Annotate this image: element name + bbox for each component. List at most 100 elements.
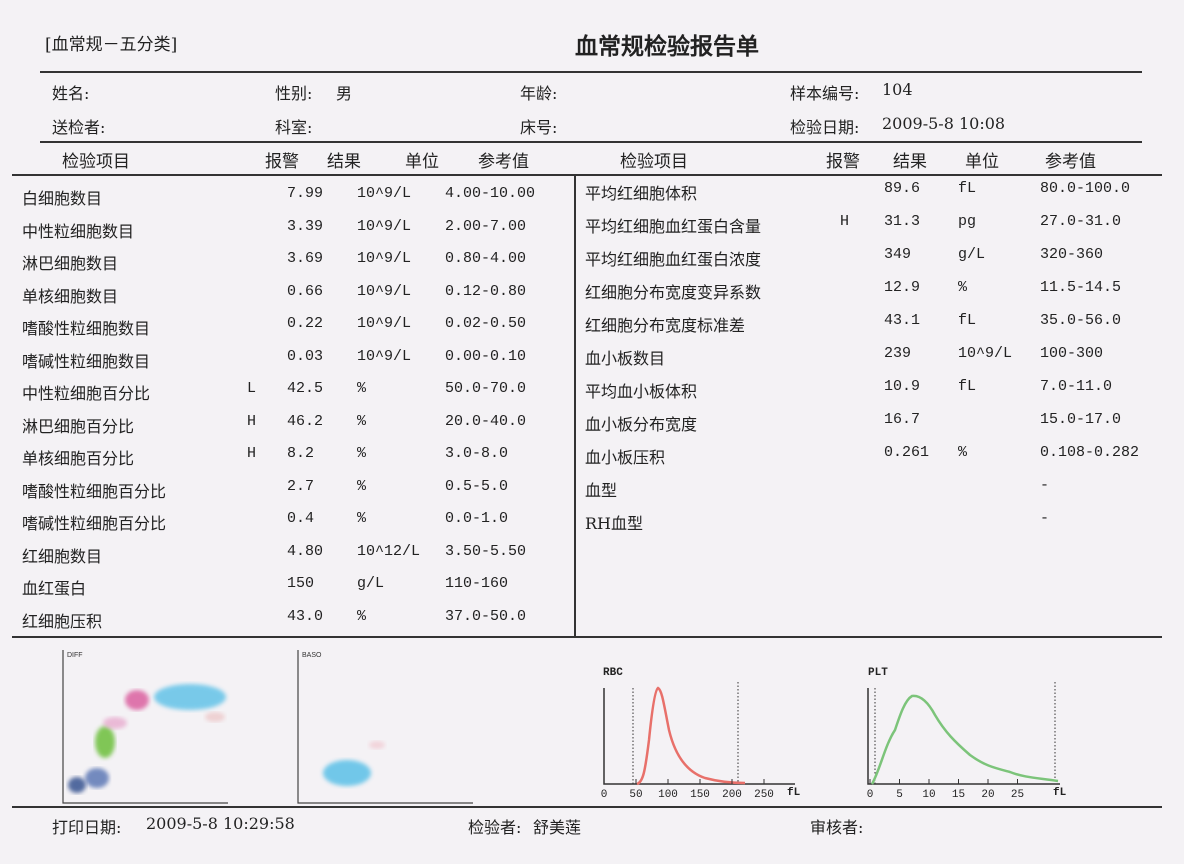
row-result: 349 xyxy=(884,246,912,263)
row-ref: 50.0-70.0 xyxy=(445,380,527,397)
row-result: 46.2 xyxy=(287,412,324,430)
row-item: 红细胞分布宽度变异系数 xyxy=(585,283,762,302)
row-result: 42.5 xyxy=(287,380,324,397)
report-title: 血常规检验报告单 xyxy=(575,33,759,60)
tick-label: 200 xyxy=(722,789,742,800)
plt-title: PLT xyxy=(868,667,888,679)
row-unit: 10^9/L xyxy=(357,315,412,332)
row-unit: g/L xyxy=(357,575,385,592)
unit-label: fL xyxy=(1053,787,1067,799)
row-item: 嗜碱性粒细胞数目 xyxy=(22,351,151,371)
row-item: 平均红细胞体积 xyxy=(585,184,698,203)
row-result: 0.4 xyxy=(287,510,315,527)
row-result: 2.7 xyxy=(287,477,315,495)
row-result: 150 xyxy=(287,575,315,592)
row-result: 31.3 xyxy=(884,213,921,230)
col-alarm-right: 报警 xyxy=(826,152,860,172)
row-unit: 10^12/L xyxy=(357,542,421,560)
row-unit: % xyxy=(357,510,367,527)
row-item: 红细胞压积 xyxy=(22,611,103,631)
row-ref: 2.00-7.00 xyxy=(445,217,527,235)
row-item: 单核细胞百分比 xyxy=(22,449,135,468)
row-item: 血型 xyxy=(585,481,618,500)
unit-label: fL xyxy=(787,787,801,799)
row-ref: 100-300 xyxy=(1040,345,1104,362)
bed-label: 床号: xyxy=(520,118,558,137)
row-result: 239 xyxy=(884,345,912,362)
row-unit: % xyxy=(357,412,367,430)
diff-label: DIFF xyxy=(67,652,83,659)
row-item: 嗜碱性粒细胞百分比 xyxy=(22,514,167,533)
row-ref: 320-360 xyxy=(1040,246,1104,263)
row-result: 43.0 xyxy=(287,607,324,625)
row-unit: pg xyxy=(958,213,977,230)
row-unit: % xyxy=(357,380,367,397)
tester-name: 舒美莲 xyxy=(533,818,582,837)
row-unit: % xyxy=(958,444,968,461)
tick-label: 50 xyxy=(629,789,642,800)
tester-label: 检验者: xyxy=(468,818,522,837)
col-ref: 参考值 xyxy=(478,152,529,172)
tick-label: 0 xyxy=(867,789,874,800)
col-alarm: 报警 xyxy=(265,152,299,172)
row-result: 0.66 xyxy=(287,282,324,300)
tick-label: 0 xyxy=(601,789,608,800)
row-unit: fL xyxy=(958,378,977,395)
row-unit: 10^9/L xyxy=(357,250,412,267)
scatter-plots: DIFF BASO xyxy=(62,650,473,804)
row-flag: H xyxy=(247,412,257,430)
row-ref: 0.5-5.0 xyxy=(445,477,509,495)
col-item-right: 检验项目 xyxy=(620,152,688,172)
row-result: 7.99 xyxy=(287,185,324,202)
row-result: 0.03 xyxy=(287,347,324,365)
print-date: 2009-5-8 10:29:58 xyxy=(146,814,295,833)
row-ref: 27.0-31.0 xyxy=(1040,213,1122,230)
print-date-label: 打印日期: xyxy=(52,818,122,837)
row-item: 淋巴细胞百分比 xyxy=(22,416,135,436)
row-unit: 10^9/L xyxy=(958,345,1013,362)
row-item: 平均血小板体积 xyxy=(585,382,698,401)
row-unit: 10^9/L xyxy=(357,185,412,202)
row-ref: 4.00-10.00 xyxy=(445,185,536,202)
row-ref: 3.50-5.50 xyxy=(445,542,527,560)
row-item: 血小板分布宽度 xyxy=(585,415,698,434)
rbc-curve xyxy=(636,686,746,786)
row-item: 红细胞数目 xyxy=(22,546,103,566)
rbc-histogram: RBC 0 50 100 150 200 250 fL xyxy=(601,667,801,800)
row-unit: fL xyxy=(958,180,977,197)
row-ref: 0.00-0.10 xyxy=(445,347,527,365)
sample-label: 样本编号: xyxy=(790,84,860,103)
row-ref: 3.0-8.0 xyxy=(445,445,509,462)
baso-label: BASO xyxy=(302,652,322,659)
row-item: 中性粒细胞百分比 xyxy=(22,384,151,403)
sex-label: 性别: xyxy=(275,84,313,103)
row-unit: % xyxy=(958,279,968,296)
row-flag: H xyxy=(247,445,257,462)
test-date: 2009-5-8 10:08 xyxy=(882,114,1006,133)
row-unit: 10^9/L xyxy=(357,347,412,365)
row-ref: 35.0-56.0 xyxy=(1040,312,1122,329)
col-result-right: 结果 xyxy=(893,152,927,172)
row-result: 0.22 xyxy=(287,315,324,332)
report-category: [血常规－五分类] xyxy=(45,35,178,55)
sex-value: 男 xyxy=(336,84,353,103)
row-flag: H xyxy=(840,213,850,230)
row-ref: 0.0-1.0 xyxy=(445,510,509,527)
row-unit: 10^9/L xyxy=(357,217,412,235)
sample-number: 104 xyxy=(882,80,913,99)
tick-label: 250 xyxy=(754,789,774,800)
row-ref: 11.5-14.5 xyxy=(1040,279,1122,296)
col-ref-right: 参考值 xyxy=(1045,152,1096,172)
row-result: 0.261 xyxy=(884,444,930,461)
tick-label: 10 xyxy=(922,789,935,800)
tick-label: 150 xyxy=(690,789,710,800)
row-ref: 80.0-100.0 xyxy=(1040,180,1131,197)
row-result: 16.7 xyxy=(884,411,921,428)
row-ref: 7.0-11.0 xyxy=(1040,378,1113,395)
row-result: 12.9 xyxy=(884,279,921,296)
row-unit: fL xyxy=(958,312,977,329)
row-ref: 37.0-50.0 xyxy=(445,607,527,625)
row-ref: 20.0-40.0 xyxy=(445,412,527,430)
row-result: 3.69 xyxy=(287,250,324,267)
